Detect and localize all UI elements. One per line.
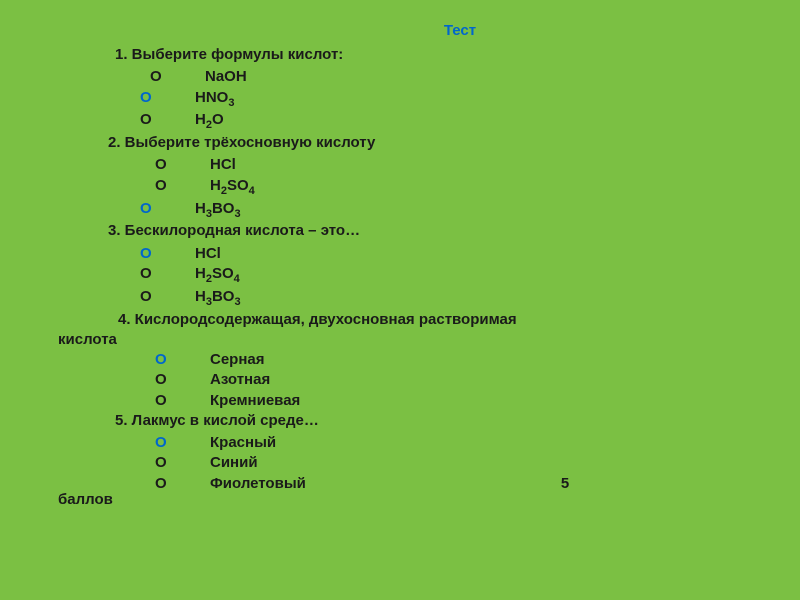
q5-option-1: ОКрасный bbox=[155, 433, 800, 453]
q4-option-2: ОАзотная bbox=[155, 370, 800, 390]
q3-option-2: ОH2SO4 bbox=[140, 264, 800, 287]
q2-option-1: ОHCl bbox=[155, 155, 800, 175]
option-bullet: О bbox=[155, 370, 210, 390]
option-bullet: О bbox=[140, 264, 195, 284]
option-bullet: О bbox=[140, 244, 195, 264]
option-bullet: О bbox=[140, 199, 195, 219]
option-label: Фиолетовый bbox=[210, 475, 306, 492]
option-label: NaOH bbox=[205, 68, 247, 85]
q1-option-1: ОNaOH bbox=[150, 67, 800, 87]
option-label: H2SO4 bbox=[210, 177, 255, 194]
q4-option-3: ОКремниевая bbox=[155, 391, 800, 411]
q4-option-1: ОСерная bbox=[155, 350, 800, 370]
question-5: 5. Лакмус в кислой среде… bbox=[115, 411, 800, 431]
test-title: Тест bbox=[120, 22, 800, 39]
q3-option-1: ОHCl bbox=[140, 244, 800, 264]
option-label: HCl bbox=[210, 156, 236, 173]
question-2: 2. Выберите трёхосновную кислоту bbox=[108, 133, 800, 153]
score-label-cutoff: баллов bbox=[58, 492, 800, 507]
question-4-line1: 4. Кислородсодержащая, двухосновная раст… bbox=[118, 310, 800, 330]
option-label: Азотная bbox=[210, 371, 270, 388]
option-label: HCl bbox=[195, 245, 221, 262]
q2-option-3: ОH3BO3 bbox=[140, 199, 800, 222]
q3-option-3: ОH3BO3 bbox=[140, 287, 800, 310]
option-bullet: О bbox=[155, 350, 210, 370]
option-label: Серная bbox=[210, 351, 265, 368]
option-label: H3BO3 bbox=[195, 200, 241, 217]
option-label: H3BO3 bbox=[195, 288, 241, 305]
q1-option-3: ОH2O bbox=[140, 110, 800, 133]
question-4-line2: кислота bbox=[58, 330, 800, 350]
score-value: 5 bbox=[561, 474, 569, 494]
slide-content: Тест 1. Выберите формулы кислот: ОNaOH О… bbox=[0, 0, 800, 507]
option-bullet: О bbox=[155, 391, 210, 411]
q1-option-2: ОHNO3 bbox=[140, 88, 800, 111]
option-bullet: О bbox=[155, 433, 210, 453]
option-bullet: О bbox=[150, 67, 205, 87]
option-bullet: О bbox=[155, 155, 210, 175]
option-label: H2SO4 bbox=[195, 265, 240, 282]
question-1: 1. Выберите формулы кислот: bbox=[115, 45, 800, 65]
option-bullet: О bbox=[140, 88, 195, 108]
option-bullet: О bbox=[155, 474, 210, 494]
option-label: Красный bbox=[210, 434, 276, 451]
option-bullet: О bbox=[140, 287, 195, 307]
question-3: 3. Бескилородная кислота – это… bbox=[108, 221, 800, 241]
option-bullet: О bbox=[155, 453, 210, 473]
q2-option-2: ОH2SO4 bbox=[155, 176, 800, 199]
q5-option-3: ОФиолетовый 5 bbox=[155, 474, 800, 494]
q5-option-2: ОСиний bbox=[155, 453, 800, 473]
option-label: H2O bbox=[195, 111, 224, 128]
option-label: Синий bbox=[210, 454, 258, 471]
option-label: Кремниевая bbox=[210, 392, 300, 409]
option-bullet: О bbox=[155, 176, 210, 196]
option-label: HNO3 bbox=[195, 89, 234, 106]
option-bullet: О bbox=[140, 110, 195, 130]
